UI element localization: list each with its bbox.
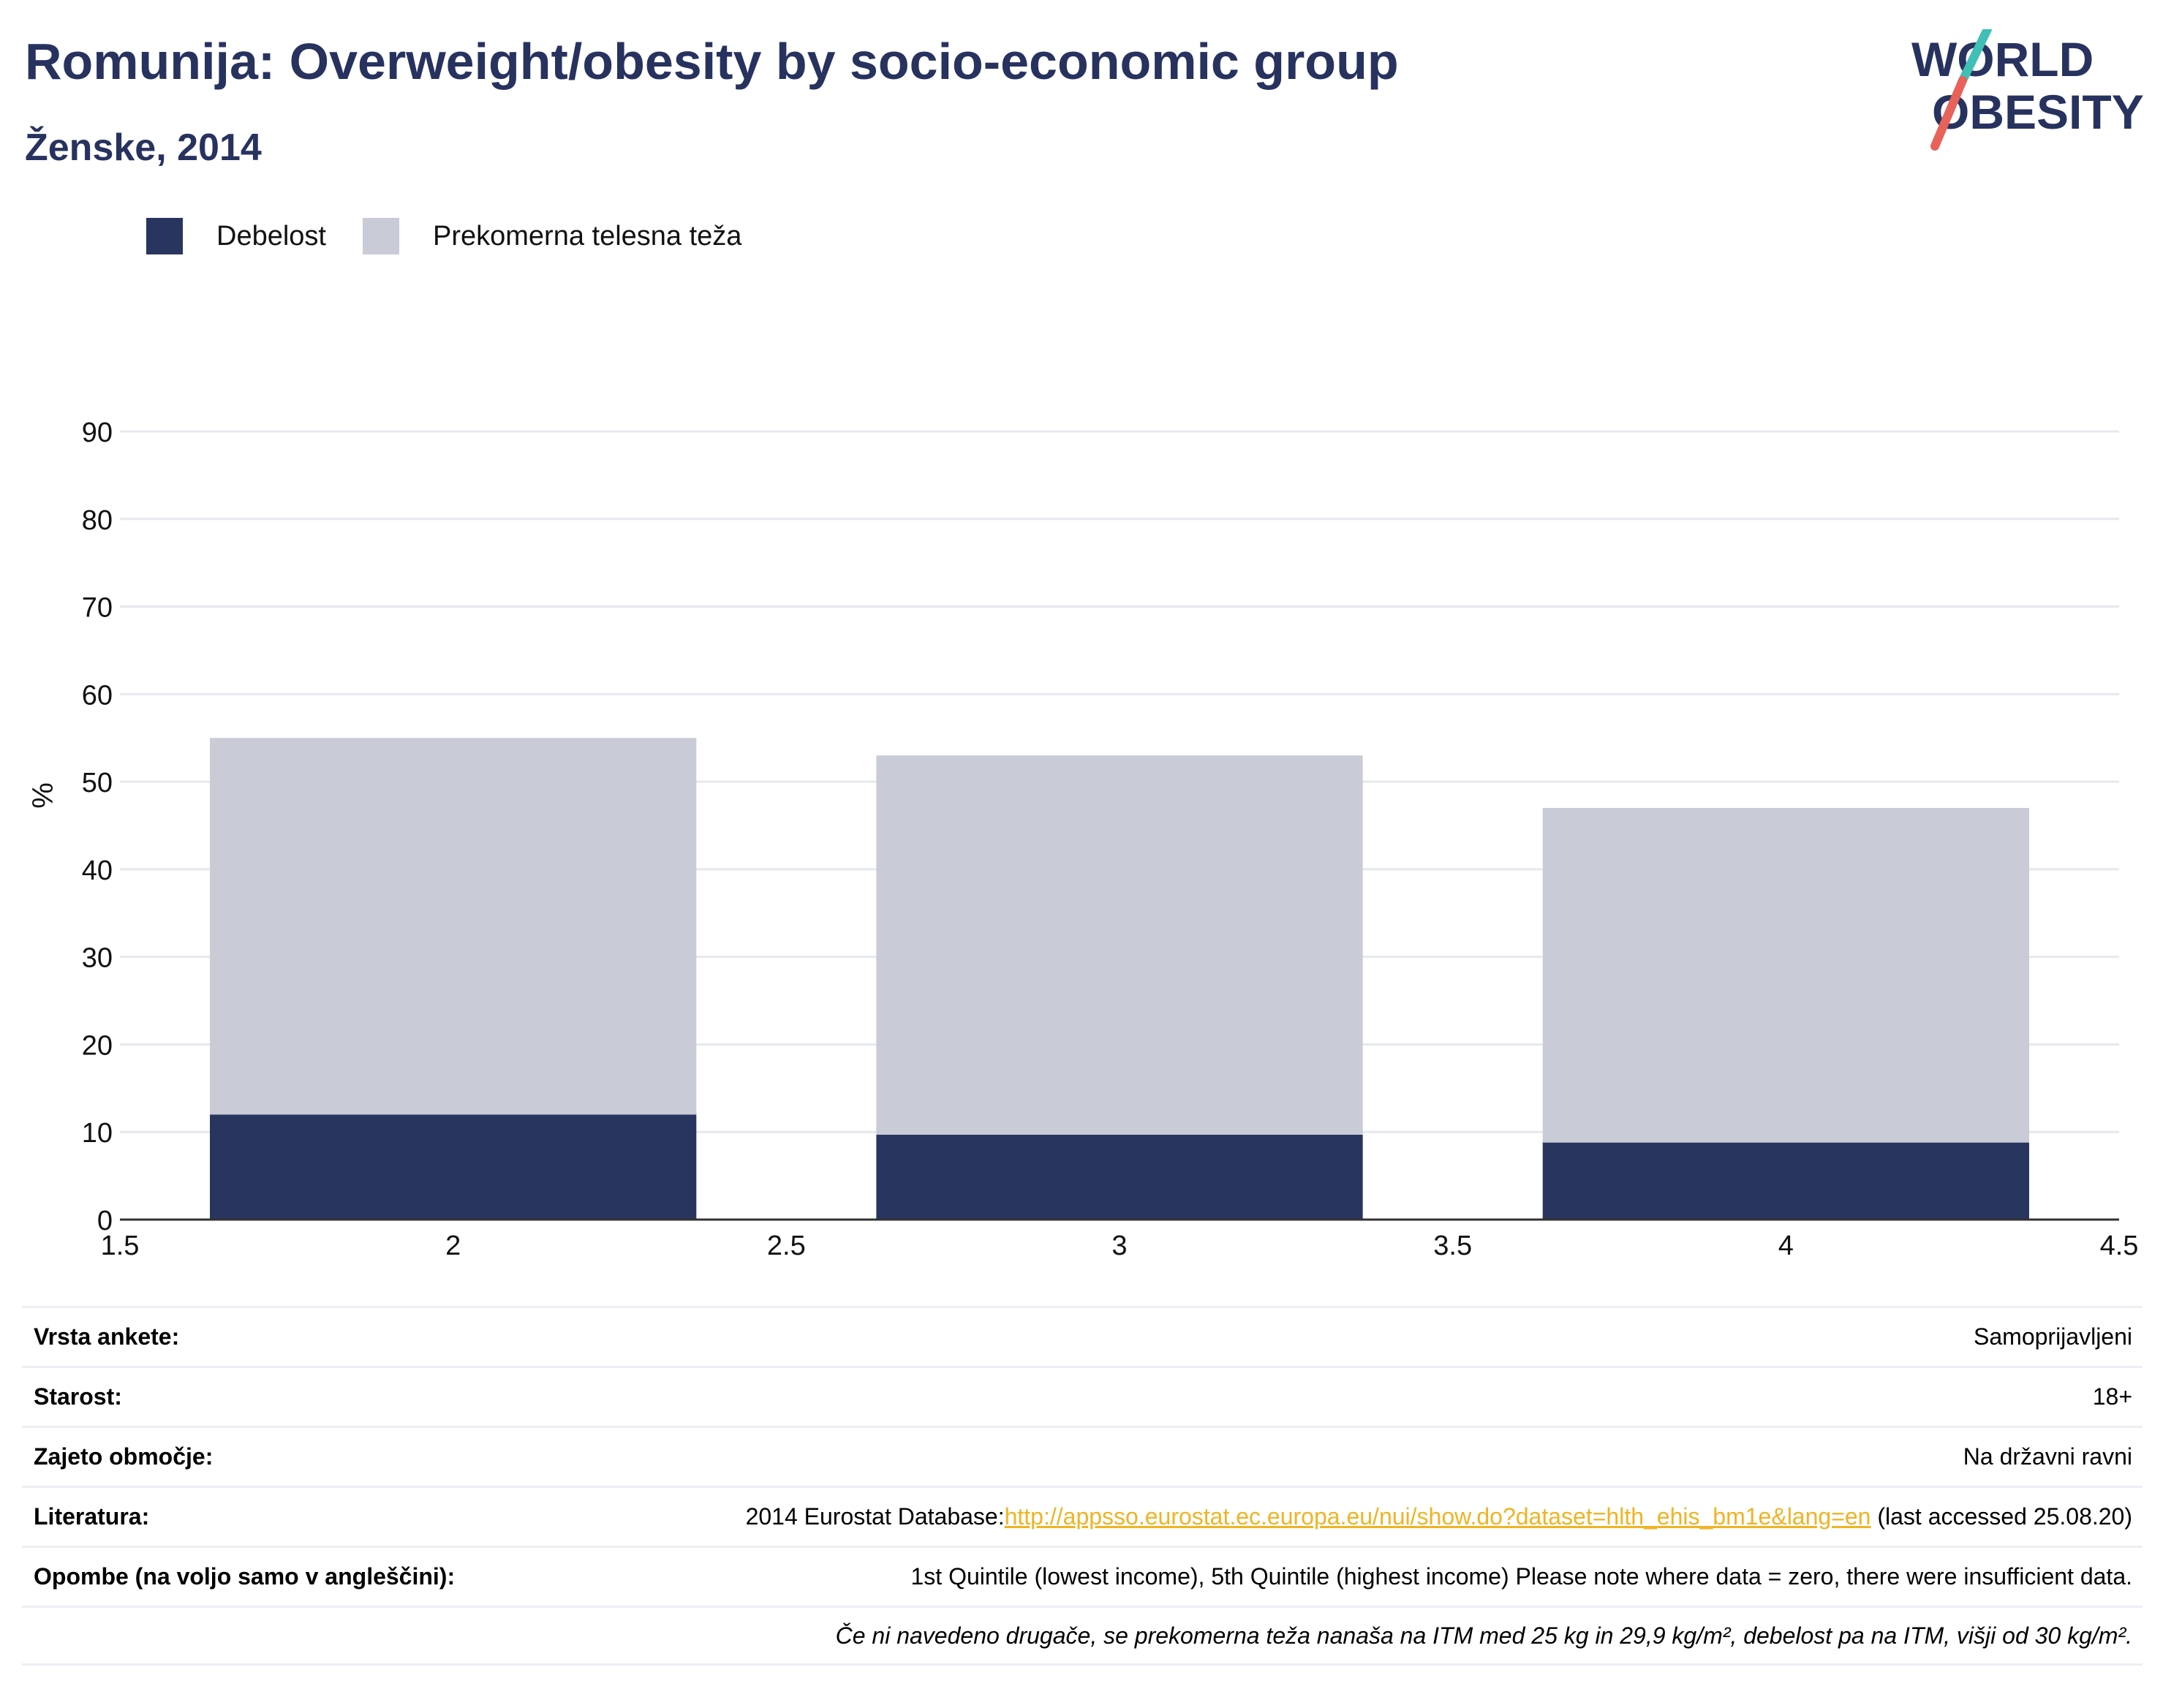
bar-debelost-4[interactable] <box>1542 1142 2029 1220</box>
y-tick-label: 50 <box>82 768 113 798</box>
chart-subtitle: Ženske, 2014 <box>25 126 262 169</box>
age-value: 18+ <box>2092 1383 2132 1410</box>
x-tick-label: 4 <box>1778 1231 1794 1261</box>
x-tick-label: 4.5 <box>2100 1231 2139 1261</box>
area-value: Na državni ravni <box>1963 1443 2132 1470</box>
legend-label-debelost: Debelost <box>216 220 326 252</box>
area-label: Zajeto območje: <box>34 1443 214 1470</box>
y-tick-label: 20 <box>82 1030 113 1061</box>
references-value: 2014 Eurostat Database:http://appsso.eur… <box>746 1503 2132 1530</box>
x-tick-label: 3.5 <box>1433 1231 1472 1261</box>
legend-item-debelost[interactable]: Debelost <box>146 218 326 254</box>
stacked-bar-chart: 0 10 20 30 40 50 60 70 80 90 1.5 2 2.5 3 3.5 4 4.5 % <box>27 417 2139 1261</box>
survey-type-label: Vrsta ankete: <box>34 1323 180 1350</box>
y-tick-label: 40 <box>82 855 113 886</box>
definition-note: Če ni navedeno drugače, se prekomerna te… <box>835 1622 2132 1649</box>
logo-slash-top <box>1958 29 1992 85</box>
survey-type-value: Samoprijavljeni <box>1974 1323 2132 1350</box>
axes: 0 10 20 30 40 50 60 70 80 90 1.5 2 2.5 3 3.5 4 4.5 <box>82 417 2139 1261</box>
notes-label: Opombe (na voljo samo v angleščini): <box>34 1563 456 1590</box>
y-tick-label: 10 <box>82 1118 113 1149</box>
references-prefix: 2014 Eurostat Database: <box>745 1503 1005 1530</box>
legend-swatch-prekomerna <box>362 218 399 254</box>
info-row-notes: Opombe (na voljo samo v angleščini): 1st… <box>22 1546 2143 1606</box>
x-tick-label: 2.5 <box>767 1231 806 1261</box>
y-tick-label: 70 <box>82 593 113 624</box>
y-tick-label: 90 <box>82 417 113 448</box>
logo-line2: OBESITY <box>1932 85 2144 139</box>
info-row-survey-type: Vrsta ankete: Samoprijavljeni <box>22 1306 2143 1366</box>
legend-item-prekomerna[interactable]: Prekomerna telesna teža <box>362 218 742 254</box>
bar-prekomerna-2[interactable] <box>210 738 697 1115</box>
y-tick-label: 80 <box>82 505 113 536</box>
logo-line1: WORLD <box>1911 32 2094 86</box>
x-tick-label: 3 <box>1111 1231 1127 1261</box>
legend-label-prekomerna: Prekomerna telesna teža <box>432 220 742 252</box>
age-label: Starost: <box>34 1383 122 1410</box>
references-link[interactable]: http://appsso.eurostat.ec.europa.eu/nui/… <box>1004 1503 1871 1530</box>
info-row-definition: Če ni navedeno drugače, se prekomerna te… <box>22 1606 2143 1666</box>
references-label: Literatura: <box>34 1503 150 1530</box>
x-tick-label: 2 <box>445 1231 461 1261</box>
info-row-age: Starost: 18+ <box>22 1366 2143 1426</box>
chart-title: Romunija: Overweight/obesity by socio-ec… <box>25 33 1399 90</box>
bar-prekomerna-4[interactable] <box>1542 808 2029 1143</box>
legend: Debelost Prekomerna telesna teža <box>146 216 778 256</box>
y-tick-label: 0 <box>97 1206 113 1236</box>
bars <box>210 738 2029 1220</box>
y-tick-label: 60 <box>82 680 113 711</box>
legend-swatch-debelost <box>146 218 183 254</box>
bar-debelost-2[interactable] <box>210 1114 697 1220</box>
logo-slash-bottom <box>1930 76 1967 151</box>
y-tick-label: 30 <box>82 943 113 974</box>
info-row-area: Zajeto območje: Na državni ravni <box>22 1426 2143 1486</box>
y-axis-label: % <box>27 782 59 809</box>
world-obesity-logo: WORLD OBESITY <box>1911 29 2144 151</box>
x-tick-label: 1.5 <box>101 1231 140 1261</box>
notes-value: 1st Quintile (lowest income), 5th Quinti… <box>910 1563 2133 1590</box>
bar-prekomerna-3[interactable] <box>876 755 1363 1135</box>
info-table: Vrsta ankete: Samoprijavljeni Starost: 1… <box>22 1306 2143 1666</box>
info-row-references: Literatura: 2014 Eurostat Database:http:… <box>22 1486 2143 1546</box>
bar-debelost-3[interactable] <box>876 1134 1363 1220</box>
references-suffix: (last accessed 25.08.20) <box>1871 1503 2132 1530</box>
